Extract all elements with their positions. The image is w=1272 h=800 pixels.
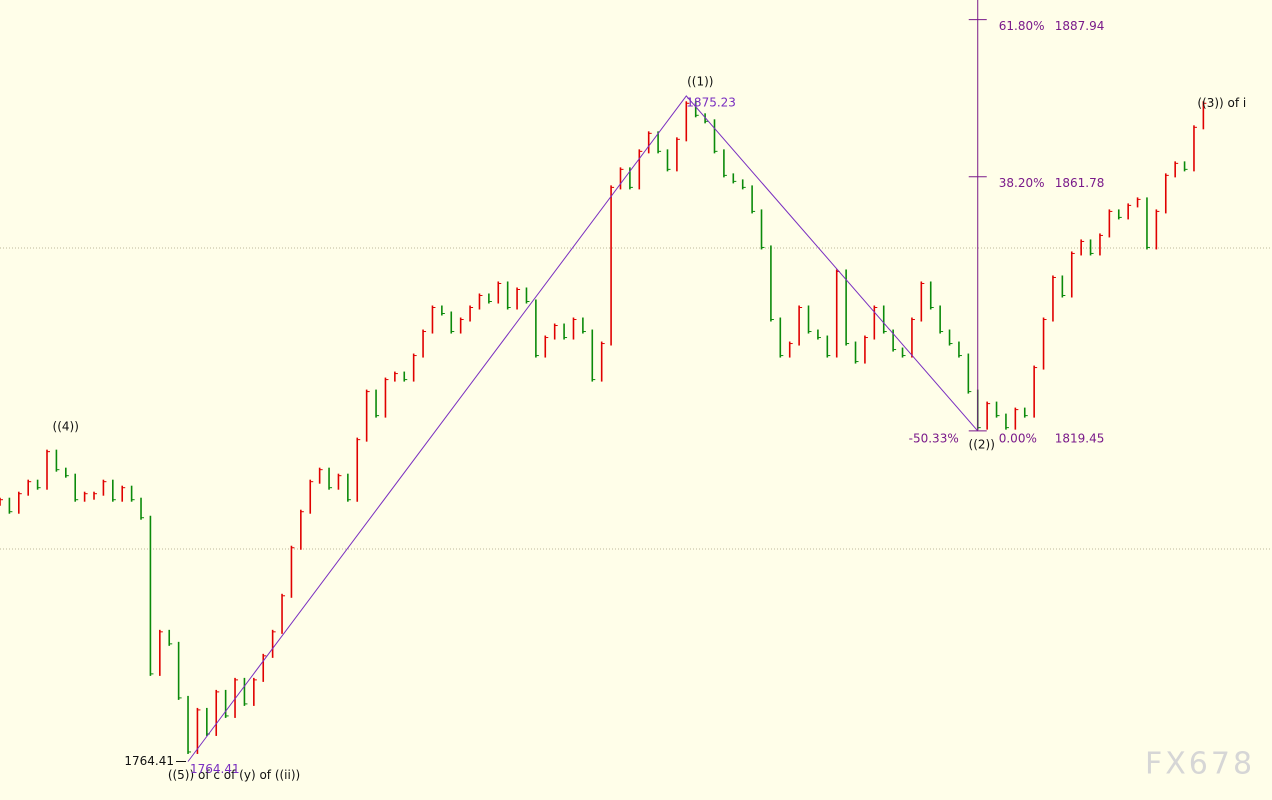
- wave-line: [187, 95, 979, 762]
- wave-label: ((3)) of i: [1197, 96, 1246, 110]
- wave-label: ((2)): [969, 437, 995, 451]
- fib-extension: -50.33%: [909, 431, 959, 445]
- fib-price: 1819.45: [1055, 431, 1105, 445]
- price-label: 1764.41: [190, 762, 240, 776]
- fib-price: 1887.94: [1055, 19, 1105, 33]
- price-label: 1764.41: [124, 754, 174, 768]
- fib-percent: 38.20%: [999, 176, 1045, 190]
- wave-label: ((4)): [53, 419, 79, 433]
- fib-price: 1861.78: [1055, 176, 1105, 190]
- fib-percent: 61.80%: [999, 19, 1045, 33]
- wave-label: ((5)) of c of (y) of ((ii)): [168, 768, 300, 782]
- price-label: 1875.23: [686, 95, 736, 109]
- wave-label: ((1)): [687, 74, 713, 88]
- fib-percent: 0.00%: [999, 431, 1037, 445]
- watermark: FX678: [1145, 747, 1255, 782]
